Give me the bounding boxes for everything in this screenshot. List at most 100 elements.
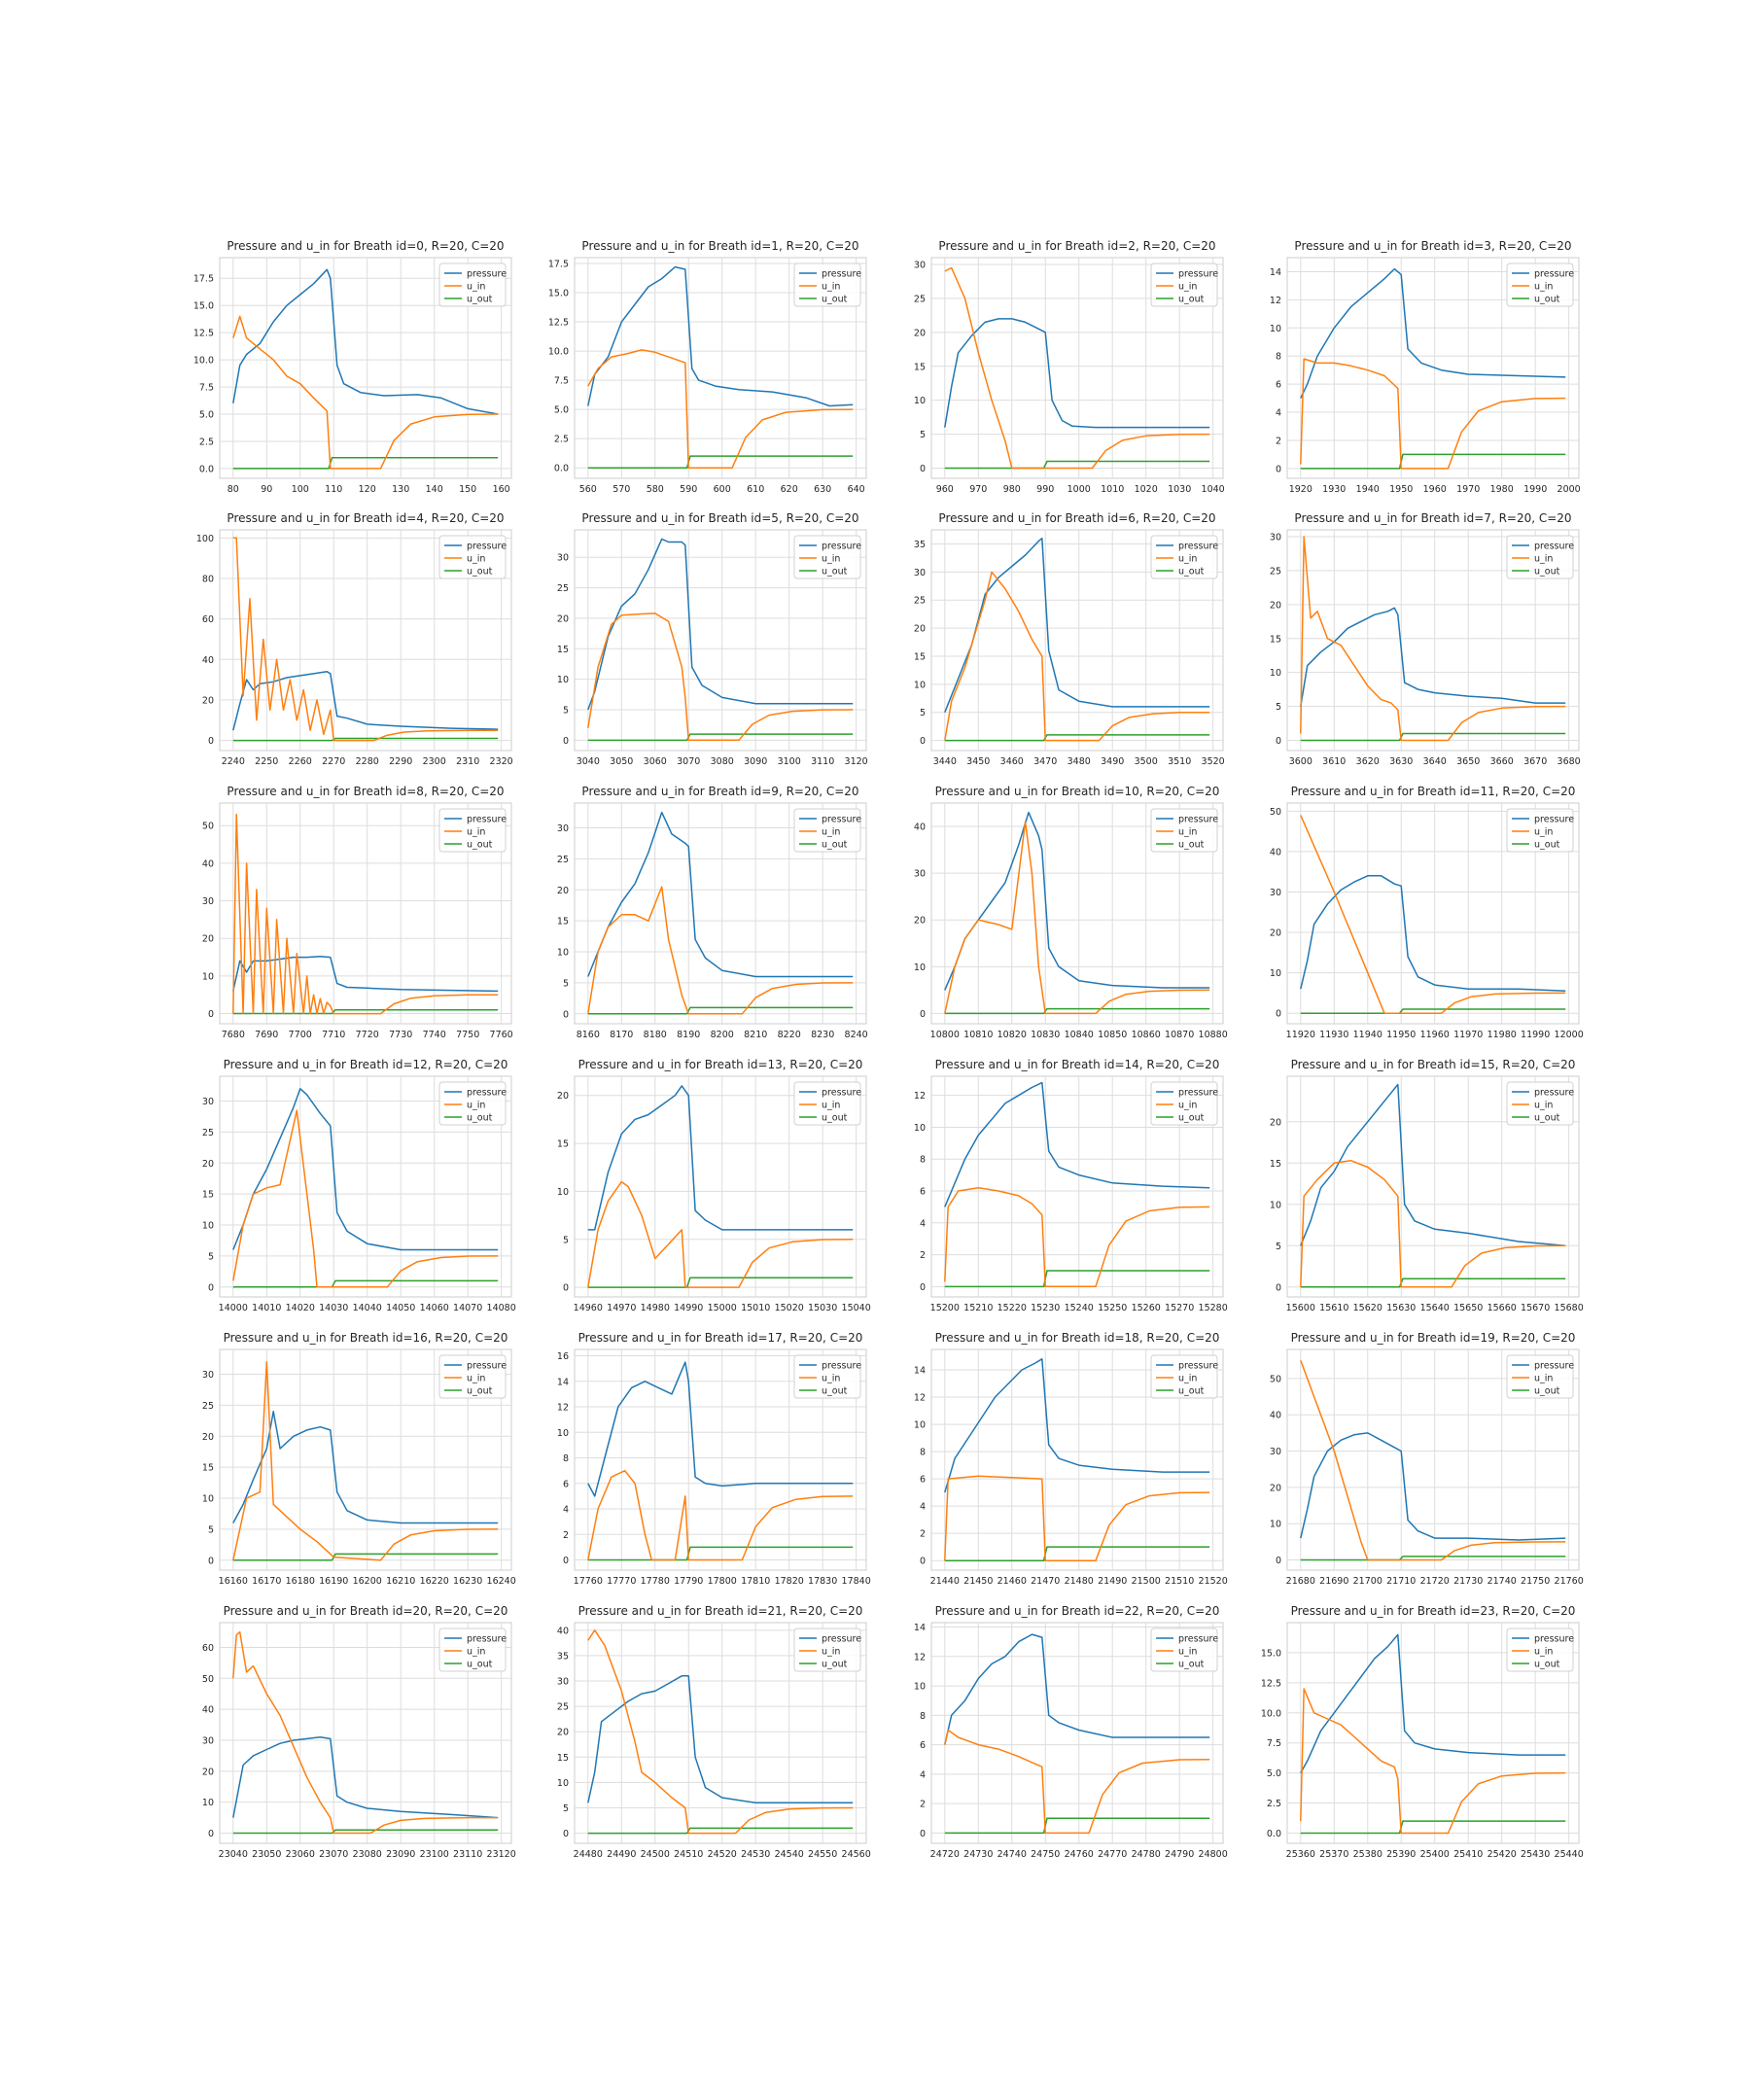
x-tick-label: 23080 [353, 1849, 382, 1860]
x-tick-label: 14970 [607, 1303, 636, 1313]
x-tick-label: 23050 [252, 1849, 281, 1860]
y-tick-label: 2.5 [554, 435, 569, 445]
x-tick-label: 1920 [1289, 484, 1312, 495]
x-tick-label: 21480 [1065, 1576, 1094, 1587]
y-tick-label: 15 [1270, 634, 1281, 645]
y-tick-label: 20 [1270, 1483, 1281, 1493]
x-tick-label: 15010 [741, 1303, 770, 1313]
legend-label: u_out [1534, 1386, 1560, 1397]
x-tick-label: 17820 [775, 1576, 804, 1587]
legend-label: pressure [467, 815, 507, 825]
y-tick-label: 5 [208, 1524, 214, 1535]
legend [438, 808, 507, 853]
legend [1150, 535, 1218, 579]
plot-area [219, 1622, 512, 1844]
chart-panel-21: 24480 24490 24500 24510 24520 24530 24540 24550… [557, 1604, 871, 1860]
x-tick-label: 3490 [1101, 756, 1124, 767]
pressure-line [232, 671, 499, 731]
legend-label: u_in [822, 1647, 840, 1658]
y-tick-label: 5 [563, 1235, 569, 1245]
y-tick-label: 10.0 [548, 347, 569, 358]
chart-panel-16: 16160 16170 16180 16190 16200 16210 16220 16230… [202, 1331, 516, 1587]
x-tick-label: 15040 [842, 1303, 871, 1313]
legend-label: pressure [822, 1361, 861, 1372]
x-tick-label: 15650 [1453, 1303, 1483, 1313]
x-tick-label: 21750 [1521, 1576, 1550, 1587]
pressure-line [944, 1633, 1210, 1745]
legend-label: u_in [822, 282, 840, 293]
x-tick-label: 25390 [1386, 1849, 1416, 1860]
legend [1506, 1628, 1574, 1672]
pressure-line [587, 265, 854, 407]
x-tick-label: 2260 [289, 756, 312, 767]
chart-title: Pressure and u_in for Breath id=11, R=20… [1291, 785, 1576, 798]
y-tick-label: 20 [202, 1767, 214, 1777]
legend-label: pressure [1178, 1088, 1218, 1099]
x-tick-label: 24750 [1031, 1849, 1060, 1860]
y-tick-label: 2 [563, 1530, 569, 1541]
y-tick-label: 0 [1276, 1556, 1281, 1566]
y-tick-label: 30 [557, 1677, 569, 1688]
x-tick-label: 8200 [711, 1030, 734, 1040]
y-tick-label: 7.5 [1267, 1738, 1281, 1749]
x-tick-label: 2240 [222, 756, 245, 767]
chart-title: Pressure and u_in for Breath id=10, R=20… [935, 785, 1220, 798]
y-tick-label: 25 [557, 1702, 569, 1713]
chart-title: Pressure and u_in for Breath id=1, R=20,… [581, 239, 858, 253]
y-tick-label: 5 [563, 1803, 569, 1814]
x-tick-label: 1030 [1168, 484, 1191, 495]
y-tick-label: 10 [914, 1682, 926, 1693]
y-tick-label: 5 [563, 978, 569, 989]
x-tick-label: 3450 [966, 756, 990, 767]
y-tick-label: 0.0 [199, 464, 214, 474]
x-tick-label: 3470 [1033, 756, 1057, 767]
chart-panel-17: 17760 17770 17780 17790 17800 17810 17820 17830… [557, 1331, 871, 1587]
x-tick-label: 980 [1003, 484, 1021, 495]
legend [1150, 1081, 1218, 1126]
y-tick-label: 4 [920, 1218, 926, 1229]
u-in-line [232, 537, 499, 742]
legend-label: pressure [822, 815, 861, 825]
x-tick-label: 3600 [1289, 756, 1312, 767]
x-tick-label: 1010 [1101, 484, 1124, 495]
legend [1150, 262, 1218, 307]
y-tick-label: 10.0 [1261, 1708, 1281, 1719]
y-tick-label: 30 [202, 1370, 214, 1381]
x-tick-label: 8180 [644, 1030, 667, 1040]
pressure-line [944, 1081, 1210, 1208]
x-tick-label: 3040 [577, 756, 600, 767]
x-tick-label: 7760 [490, 1030, 513, 1040]
y-tick-label: 25 [557, 855, 569, 865]
legend-label: u_out [1178, 295, 1205, 305]
y-tick-label: 30 [1270, 532, 1281, 542]
y-tick-label: 20 [202, 1159, 214, 1170]
x-tick-label: 970 [969, 484, 987, 495]
y-tick-label: 5.0 [1267, 1768, 1281, 1779]
x-tick-label: 15210 [963, 1303, 993, 1313]
x-tick-label: 3080 [711, 756, 734, 767]
x-tick-label: 25380 [1353, 1849, 1382, 1860]
x-tick-label: 3070 [677, 756, 700, 767]
chart-title: Pressure and u_in for Breath id=8, R=20,… [227, 785, 504, 798]
x-tick-label: 600 [714, 484, 731, 495]
y-tick-label: 2 [920, 1529, 926, 1540]
legend [438, 1354, 507, 1399]
x-tick-label: 21490 [1098, 1576, 1127, 1587]
u-in-line [944, 1186, 1210, 1288]
x-tick-label: 15220 [998, 1303, 1027, 1313]
x-tick-label: 120 [359, 484, 376, 495]
legend-label: pressure [1178, 815, 1218, 825]
x-tick-label: 10880 [1199, 1030, 1228, 1040]
x-tick-label: 21460 [998, 1576, 1027, 1587]
x-tick-label: 25360 [1286, 1849, 1315, 1860]
legend-label: u_in [822, 1101, 840, 1111]
y-tick-label: 6 [1276, 380, 1281, 391]
x-tick-label: 21470 [1031, 1576, 1060, 1587]
y-tick-label: 12 [914, 1652, 926, 1662]
legend-label: pressure [1534, 1361, 1574, 1372]
u-out-line [232, 1279, 499, 1288]
x-tick-label: 10810 [963, 1030, 993, 1040]
x-tick-label: 17830 [808, 1576, 837, 1587]
x-tick-label: 21740 [1488, 1576, 1517, 1587]
x-tick-label: 1000 [1068, 484, 1091, 495]
